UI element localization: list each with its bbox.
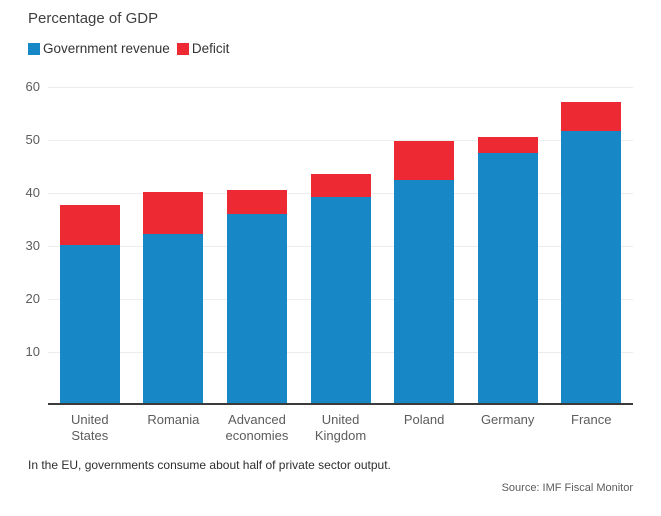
bar-segment-government-revenue-romania[interactable] <box>143 234 204 405</box>
bar-segment-government-revenue-advanced-economies[interactable] <box>226 214 287 405</box>
bar-segment-deficit-poland[interactable] <box>394 140 455 180</box>
legend-label-government-revenue: Government revenue <box>43 41 170 56</box>
bar-segment-government-revenue-france[interactable] <box>561 131 622 405</box>
chart-note: In the EU, governments consume about hal… <box>28 458 391 472</box>
stacked-bar-united-states[interactable] <box>59 205 120 405</box>
bar-segment-deficit-advanced-economies[interactable] <box>226 189 287 215</box>
bar-slot-romania <box>132 87 216 405</box>
x-axis-label-romania: Romania <box>147 412 200 427</box>
y-tick-label-30: 30 <box>25 238 40 253</box>
y-tick-label-10: 10 <box>25 344 40 359</box>
x-axis-label-germany: Germany <box>480 412 535 427</box>
stacked-bar-romania[interactable] <box>143 191 204 405</box>
chart-source: Source: IMF Fiscal Monitor <box>501 482 633 494</box>
y-tick-label-20: 20 <box>25 291 40 306</box>
stacked-bar-poland[interactable] <box>394 140 455 405</box>
bar-slot-advanced-economies <box>215 87 299 405</box>
legend: Government revenue Deficit <box>28 41 236 56</box>
bar-slot-france <box>549 87 633 405</box>
bar-segment-deficit-united-kingdom[interactable] <box>310 174 371 198</box>
gridline-60 <box>48 87 633 88</box>
bar-segment-deficit-germany[interactable] <box>477 137 538 154</box>
bar-slot-united-kingdom <box>299 87 383 405</box>
x-axis-label-united-states: United States <box>71 412 109 443</box>
legend-swatch-deficit-icon <box>176 42 189 55</box>
x-axis-label-united-kingdom: United Kingdom <box>314 412 367 443</box>
stacked-bar-advanced-economies[interactable] <box>226 189 287 405</box>
stacked-bar-france[interactable] <box>561 101 622 405</box>
bar-segment-government-revenue-united-states[interactable] <box>59 244 120 405</box>
y-axis: 10 20 30 40 50 60 <box>0 79 42 405</box>
bars-container <box>48 87 633 405</box>
plot-area <box>48 87 633 405</box>
x-axis-label-poland: Poland <box>403 412 445 427</box>
gridline-50 <box>48 140 633 141</box>
stacked-bar-united-kingdom[interactable] <box>310 174 371 405</box>
x-axis-label-advanced-economies: Advanced economies <box>225 412 289 443</box>
legend-label-deficit: Deficit <box>191 41 230 56</box>
x-axis-labels: United States Romania Advanced economies Un… <box>48 407 633 444</box>
legend-swatch-government-revenue-icon <box>28 42 40 55</box>
bar-segment-government-revenue-poland[interactable] <box>394 179 455 405</box>
bar-segment-government-revenue-united-kingdom[interactable] <box>310 197 371 405</box>
chart-title: Percentage of GDP <box>28 10 159 27</box>
bar-segment-deficit-romania[interactable] <box>143 191 204 235</box>
bar-slot-united-states <box>48 87 132 405</box>
x-axis-label-france: France <box>571 412 612 427</box>
bar-segment-deficit-united-states[interactable] <box>59 205 120 245</box>
bar-segment-deficit-france[interactable] <box>561 101 622 131</box>
legend-item-deficit[interactable]: Deficit <box>176 41 230 56</box>
y-tick-label-40: 40 <box>25 185 40 200</box>
stacked-bar-germany[interactable] <box>477 137 538 405</box>
x-axis-line <box>48 403 633 405</box>
y-tick-label-60: 60 <box>25 79 40 94</box>
bar-segment-government-revenue-germany[interactable] <box>477 153 538 405</box>
y-tick-label-50: 50 <box>25 132 40 147</box>
legend-item-government-revenue[interactable]: Government revenue <box>28 41 170 56</box>
bar-slot-poland <box>382 87 466 405</box>
bar-slot-germany <box>466 87 550 405</box>
